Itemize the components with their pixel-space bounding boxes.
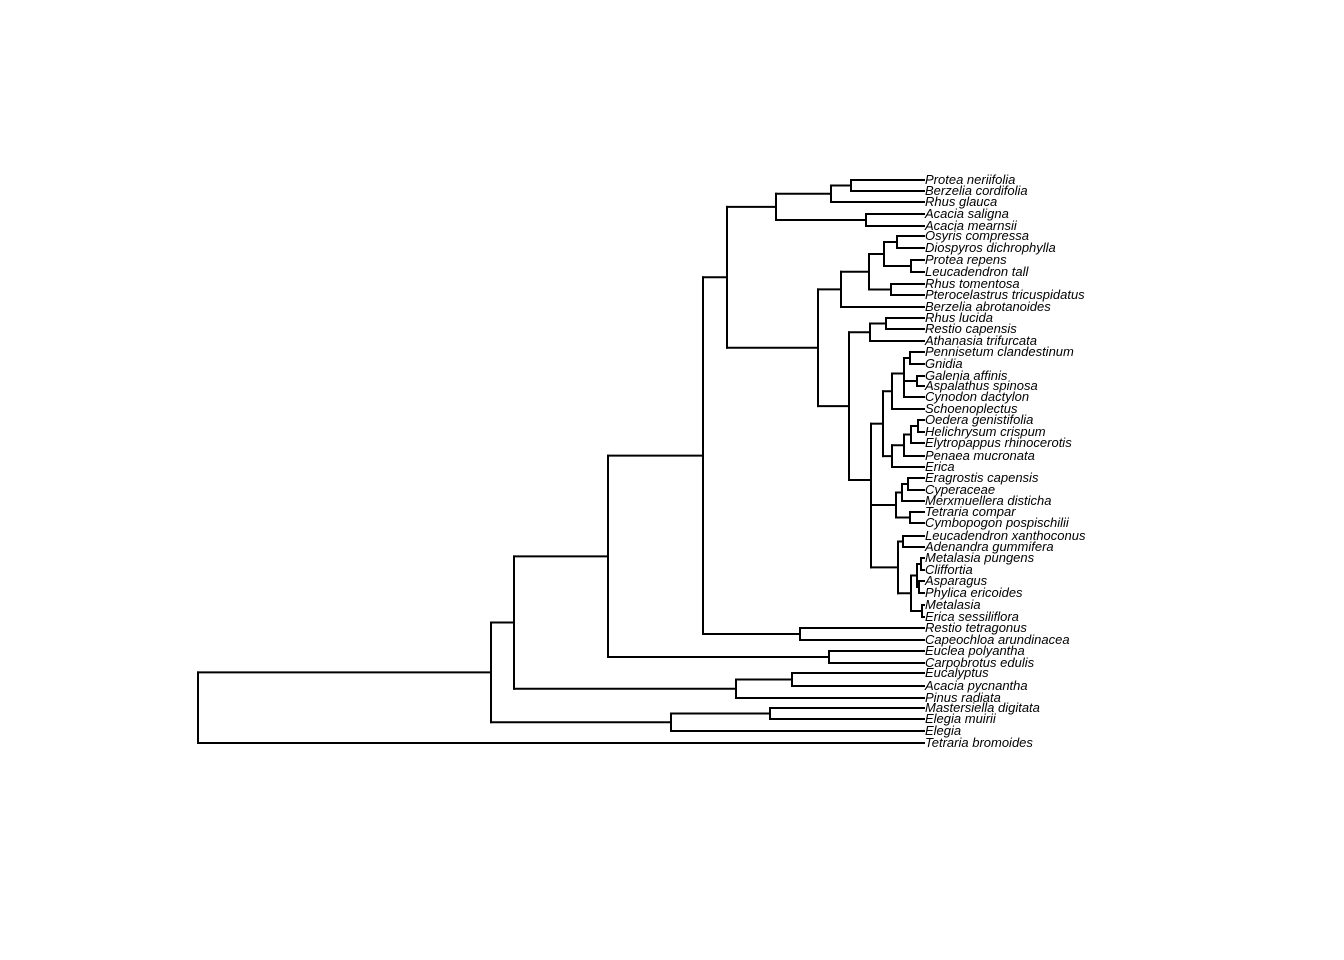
tip-label: Erica sessiliflora — [925, 609, 1019, 624]
tip-label: Leucadendron xanthoconus — [925, 528, 1086, 543]
tip-label: Galenia affinis — [925, 368, 1008, 383]
tip-label: Cyperaceae — [925, 482, 995, 497]
tip-label: Erica — [925, 459, 955, 474]
tip-label: Cynodon dactylon — [925, 389, 1029, 404]
tip-label: Helichrysum crispum — [925, 424, 1046, 439]
tip-label: Elytropappus rhinocerotis — [925, 435, 1072, 450]
tip-label: Athanasia trifurcata — [924, 333, 1037, 348]
tip-label: Rhus glauca — [925, 194, 997, 209]
tip-label: Adenandra gummifera — [924, 539, 1054, 554]
tip-label: Pterocelastrus tricuspidatus — [925, 287, 1085, 302]
tip-label: Berzelia abrotanoides — [925, 299, 1051, 314]
tip-label: Acacia pycnantha — [924, 678, 1028, 693]
tip-label: Schoenoplectus — [925, 401, 1018, 416]
tip-label: Diospyros dichrophylla — [925, 240, 1056, 255]
tip-label: Rhus lucida — [925, 310, 993, 325]
tip-label: Osyris compressa — [925, 228, 1029, 243]
tip-label: Merxmuellera disticha — [925, 493, 1051, 508]
tip-label: Restio capensis — [925, 321, 1017, 336]
tip-label: Pennisetum clandestinum — [925, 344, 1074, 359]
tip-label: Metalasia — [925, 597, 981, 612]
tip-label: Leucadendron tall — [925, 264, 1029, 279]
tip-label: Eucalyptus — [925, 665, 989, 680]
tip-label: Elegia — [925, 723, 961, 738]
tip-label: Aspalathus spinosa — [924, 378, 1038, 393]
tip-label: Berzelia cordifolia — [925, 183, 1028, 198]
tip-label: Oedera genistifolia — [925, 412, 1033, 427]
tip-label: Carpobrotus edulis — [925, 655, 1035, 670]
tip-label: Penaea mucronata — [925, 448, 1035, 463]
tip-label: Acacia mearnsii — [924, 218, 1018, 233]
tip-label: Phylica ericoides — [925, 585, 1023, 600]
tip-label: Mastersiella digitata — [925, 700, 1040, 715]
tip-label: Pinus radiata — [925, 690, 1001, 705]
tip-label: Asparagus — [924, 573, 988, 588]
tip-label: Protea neriifolia — [925, 172, 1015, 187]
tip-label: Cliffortia — [925, 562, 973, 577]
tip-label: Cymbopogon pospischilii — [925, 515, 1070, 530]
tip-label: Elegia muirii — [925, 711, 997, 726]
tip-label: Restio tetragonus — [925, 620, 1027, 635]
tip-label: Euclea polyantha — [925, 643, 1025, 658]
tip-label: Gnidia — [925, 356, 963, 371]
tree-branches — [197, 179, 925, 744]
tip-label: Capeochloa arundinacea — [925, 632, 1070, 647]
tip-label: Eragrostis capensis — [925, 470, 1039, 485]
tip-label: Tetraria bromoides — [925, 735, 1033, 750]
tip-label: Protea repens — [925, 252, 1007, 267]
tip-label: Tetraria compar — [925, 504, 1016, 519]
tip-label: Acacia saligna — [924, 206, 1009, 221]
tip-label: Rhus tomentosa — [925, 276, 1020, 291]
tip-label: Metalasia pungens — [925, 550, 1035, 565]
